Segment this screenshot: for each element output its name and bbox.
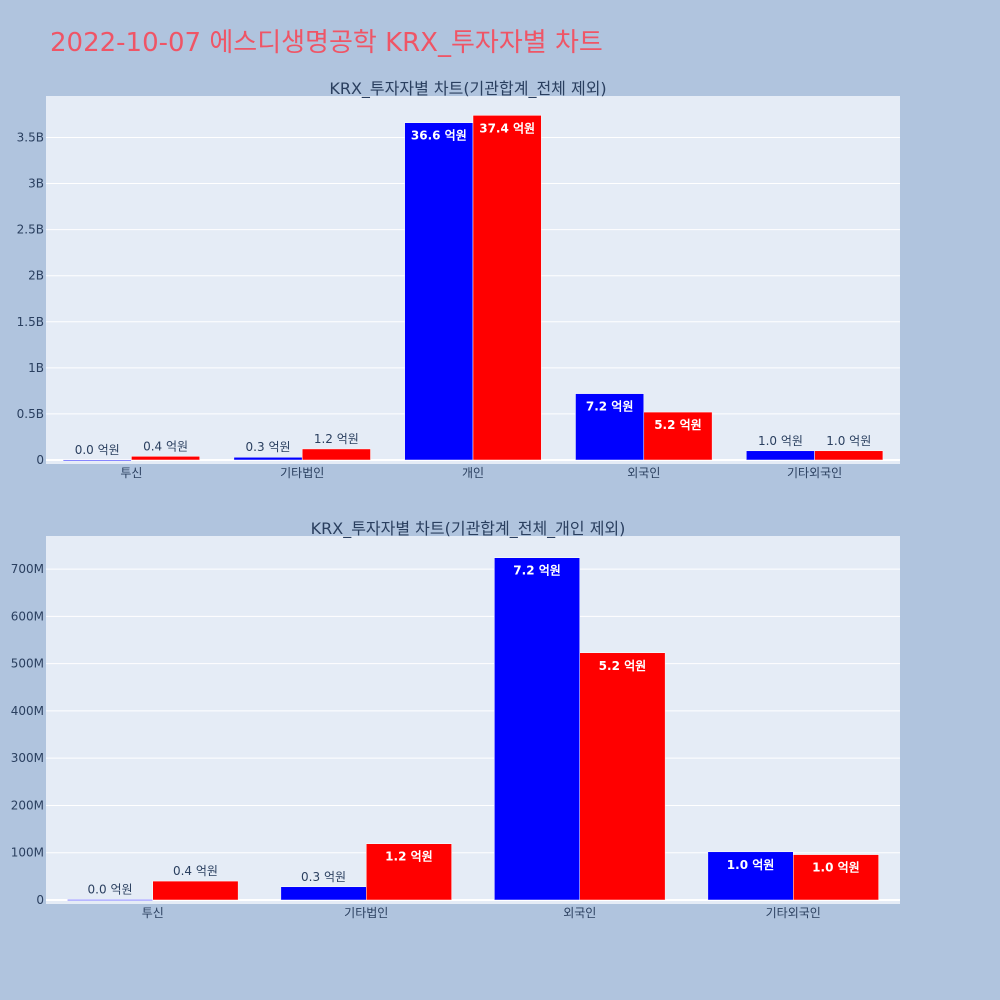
- y-tick-label: 1B: [28, 361, 44, 375]
- data-label: 5.2 억원: [654, 418, 702, 432]
- bar: [643, 411, 713, 461]
- y-tick-label: 500M: [11, 657, 44, 671]
- bar: [301, 448, 371, 461]
- bar: [152, 880, 239, 901]
- y-tick-label: 400M: [11, 704, 44, 718]
- data-label: 36.6 억원: [411, 129, 467, 143]
- bar: [280, 886, 367, 901]
- data-label: 0.3 억원: [301, 870, 346, 884]
- y-tick-label: 0: [36, 453, 44, 467]
- data-label: 0.4 억원: [173, 864, 218, 878]
- data-label: 1.0 억원: [826, 434, 871, 448]
- bar: [494, 557, 581, 901]
- bar: [793, 854, 879, 901]
- y-tick-label: 100M: [11, 846, 44, 860]
- data-label: 1.0 억원: [812, 861, 860, 875]
- y-tick-label: 3B: [28, 177, 44, 191]
- bar: [472, 115, 542, 461]
- x-tick-label: 투신: [120, 466, 142, 480]
- data-label: 0.0 억원: [88, 883, 133, 897]
- data-label: 7.2 억원: [513, 564, 561, 578]
- y-tick-label: 2B: [28, 269, 44, 283]
- data-label: 1.2 억원: [385, 850, 433, 864]
- bar: [814, 450, 884, 461]
- data-label: 1.0 억원: [758, 434, 803, 448]
- y-tick-label: 600M: [11, 609, 44, 623]
- y-tick-label: 700M: [11, 562, 44, 576]
- data-label: 1.0 억원: [727, 858, 775, 872]
- y-tick-label: 3.5B: [17, 130, 44, 144]
- x-tick-label: 외국인: [563, 906, 596, 920]
- bar: [579, 652, 666, 901]
- data-label: 0.4 억원: [143, 439, 188, 453]
- x-tick-label: 기타외국인: [766, 906, 821, 920]
- y-tick-label: 300M: [11, 751, 44, 765]
- x-tick-label: 투신: [142, 906, 164, 920]
- page-title: 2022-10-07 에스디생명공학 KRX_투자자별 차트: [50, 28, 603, 58]
- x-tick-label: 개인: [462, 466, 484, 480]
- data-label: 1.2 억원: [314, 432, 359, 446]
- bar: [707, 851, 794, 901]
- bar: [131, 456, 200, 461]
- bar: [67, 899, 153, 901]
- y-tick-label: 0.5B: [17, 407, 44, 421]
- data-label: 37.4 억원: [479, 121, 535, 135]
- y-tick-label: 2.5B: [17, 223, 44, 237]
- x-tick-label: 외국인: [627, 466, 660, 480]
- bar: [62, 459, 132, 462]
- data-label: 5.2 억원: [599, 659, 647, 673]
- bar: [404, 122, 474, 461]
- data-label: 0.3 억원: [246, 440, 291, 454]
- plot-area: [46, 536, 900, 904]
- bar: [233, 456, 303, 461]
- chart-bottom: KRX_투자자별 차트(기관합계_전체_개인 제외) 0 100M 200M 300M 4…: [11, 519, 900, 920]
- chart-top: KRX_투자자별 차트(기관합계_전체 제외) 0 0.5B 1B 1.5B 2B 2.5B…: [17, 79, 900, 480]
- chart-title: KRX_투자자별 차트(기관합계_전체 제외): [329, 79, 606, 99]
- data-label: 0.0 억원: [75, 443, 120, 457]
- x-tick-label: 기타법인: [344, 906, 388, 920]
- chart-title: KRX_투자자별 차트(기관합계_전체_개인 제외): [311, 519, 626, 539]
- y-tick-label: 0: [36, 893, 44, 907]
- x-tick-label: 기타외국인: [787, 466, 842, 480]
- y-tick-label: 200M: [11, 798, 44, 812]
- y-tick-label: 1.5B: [17, 315, 44, 329]
- x-tick-label: 기타법인: [280, 466, 324, 480]
- bar: [366, 843, 452, 901]
- bar: [746, 450, 815, 461]
- data-label: 7.2 억원: [586, 400, 634, 414]
